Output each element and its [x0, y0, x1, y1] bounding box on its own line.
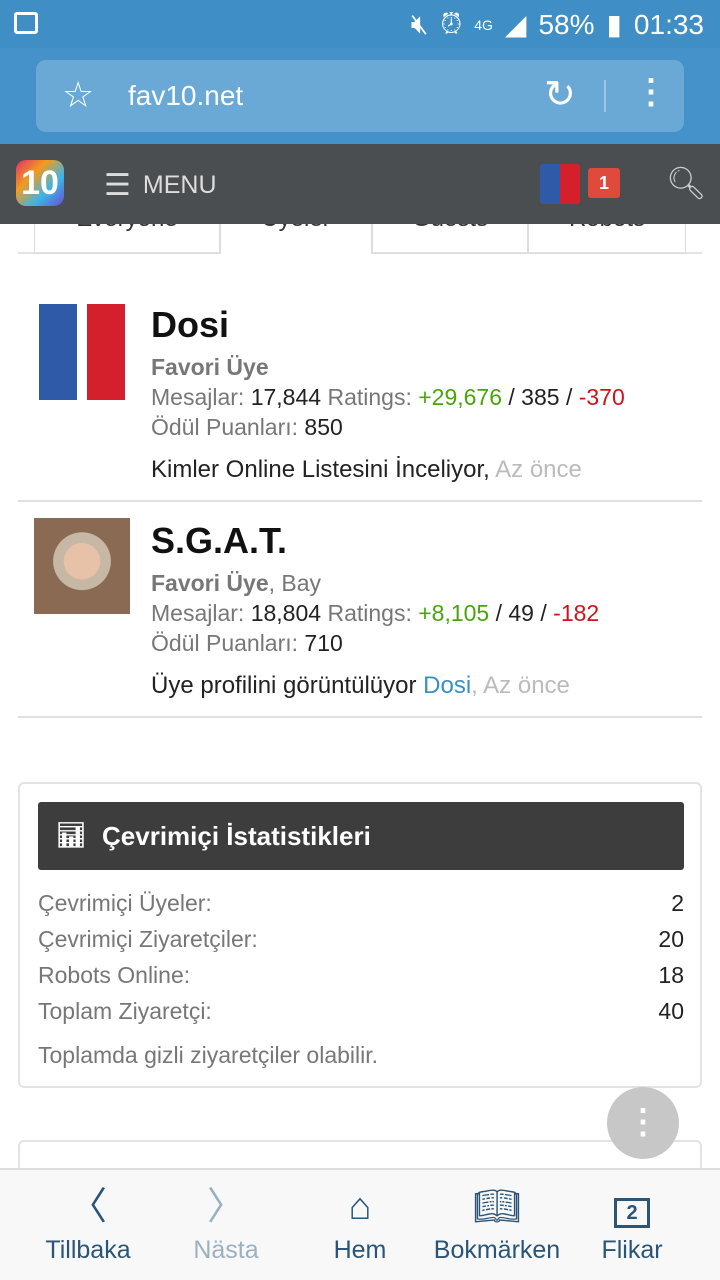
- stat-label: Robots Online:: [38, 962, 191, 988]
- floating-more-button[interactable]: ⋮: [607, 1087, 679, 1159]
- site-navbar: 10 ☰ MENU 1 🔍︎: [0, 144, 720, 224]
- member-name[interactable]: S.G.A.T.: [151, 520, 288, 561]
- search-icon[interactable]: 🔍︎: [666, 165, 707, 201]
- member-activity: Kimler Online Listesini İnceliyor, Az ön…: [151, 456, 582, 484]
- messages-label: Mesajlar:: [151, 384, 245, 410]
- member-stats: Mesajlar: 17,844 Ratings: +29,676 / 385 …: [151, 384, 625, 410]
- member-rank: Favori Üye, Bay: [151, 570, 321, 597]
- battery-percent: 58%: [538, 8, 595, 40]
- back-button[interactable]: 〈 Tillbaka: [28, 1170, 148, 1265]
- signal-icon: ◢: [504, 9, 527, 40]
- tabs-button[interactable]: 2 Flikar: [588, 1170, 676, 1265]
- battery-icon: ▮: [606, 9, 622, 40]
- member-stats: Mesajlar: 18,804 Ratings: +8,105 / 49 / …: [151, 600, 600, 626]
- points-value: 850: [304, 414, 343, 440]
- stat-label: Çevrimiçi Ziyaretçiler:: [38, 926, 258, 952]
- member-avatar[interactable]: [34, 518, 130, 614]
- messages-count: 17,844: [250, 384, 322, 410]
- stat-value: 18: [658, 962, 684, 988]
- stats-note: Toplamda gizli ziyaretçiler olabilir.: [38, 1042, 379, 1068]
- alarm-icon: ⏰︎: [440, 8, 463, 39]
- ratings-neutral: 385: [521, 384, 560, 410]
- tabs-icon: 2: [588, 1170, 676, 1236]
- bar-chart-icon: 📊︎: [56, 822, 87, 849]
- gallery-icon: [14, 12, 38, 34]
- stat-value: 40: [658, 998, 684, 1024]
- notification-badge[interactable]: 1: [588, 168, 620, 198]
- member-item: Dosi Favori Üye Mesajlar: 17,844 Ratings…: [18, 284, 702, 502]
- member-rank: Favori Üye: [151, 354, 269, 381]
- activity-time: Az önce: [495, 456, 582, 483]
- forward-button[interactable]: 〉 Nästa: [166, 1170, 286, 1265]
- url-text[interactable]: fav10.net: [128, 80, 244, 111]
- user-avatar[interactable]: [540, 164, 580, 204]
- member-points: Ödül Puanları: 850: [151, 414, 343, 441]
- activity-text: Üye profilini görüntülüyor: [151, 672, 417, 699]
- site-logo[interactable]: 10: [16, 160, 64, 206]
- tab-count: 2: [614, 1198, 650, 1228]
- activity-time: Az önce: [483, 672, 570, 699]
- bookmarks-button[interactable]: 📖︎ Bokmärken: [426, 1170, 568, 1265]
- stats-row: Toplam Ziyaretçi: 40: [38, 998, 684, 1025]
- hamburger-icon: ☰: [104, 169, 131, 202]
- stats-header: 📊︎ Çevrimiçi İstatistikleri: [38, 802, 684, 870]
- rank-extra: , Bay: [268, 570, 322, 596]
- messages-count: 18,804: [250, 600, 322, 626]
- forward-label: Nästa: [193, 1236, 259, 1264]
- mute-icon: 🔇︎: [410, 8, 429, 39]
- member-points: Ödül Puanları: 710: [151, 630, 343, 657]
- rank-text: Favori Üye: [151, 570, 269, 596]
- activity-link[interactable]: Dosi: [423, 672, 472, 699]
- address-bar[interactable]: ☆ fav10.net ↻ ⋮: [36, 60, 684, 132]
- online-stats-panel: 📊︎ Çevrimiçi İstatistikleri Çevrimiçi Üye…: [18, 782, 702, 1088]
- member-name[interactable]: Dosi: [151, 304, 230, 345]
- home-label: Hem: [333, 1236, 387, 1264]
- ratings-positive: +8,105: [418, 600, 490, 626]
- points-label: Ödül Puanları:: [151, 630, 299, 656]
- ratings-negative: -182: [553, 600, 600, 626]
- rank-text: Favori Üye: [151, 354, 269, 380]
- menu-label: MENU: [142, 171, 217, 199]
- book-icon: 📖︎: [472, 1186, 522, 1228]
- stat-label: Toplam Ziyaretçi:: [38, 998, 212, 1024]
- divider: [604, 80, 606, 112]
- browser-bottom-bar: 〈 Tillbaka 〉 Nästa ⌂ Hem 📖︎ Bokmärken 2 Flika…: [0, 1168, 720, 1280]
- stats-row: Çevrimiçi Ziyaretçiler: 20: [38, 926, 684, 953]
- points-value: 710: [304, 630, 343, 656]
- member-activity: Üye profilini görüntülüyor Dosi, Az önce: [151, 672, 570, 699]
- status-bar: 🔇︎ ⏰︎ 4G ◢ 58% ▮ 01:33: [0, 0, 720, 48]
- browser-toolbar: ☆ fav10.net ↻ ⋮: [0, 48, 720, 144]
- ratings-label: Ratings:: [327, 384, 412, 410]
- home-icon: ⌂: [348, 1186, 372, 1228]
- ratings-neutral: 49: [508, 600, 534, 626]
- stats-row: Çevrimiçi Üyeler: 2: [38, 890, 684, 917]
- member-item: S.G.A.T. Favori Üye, Bay Mesajlar: 18,80…: [18, 502, 702, 718]
- back-label: Tillbaka: [45, 1236, 131, 1264]
- chevron-right-icon: 〉: [206, 1186, 245, 1228]
- bookmarks-label: Bokmärken: [433, 1236, 561, 1264]
- member-avatar[interactable]: [34, 304, 130, 400]
- stat-value: 2: [671, 890, 684, 916]
- activity-text: Kimler Online Listesini İnceliyor,: [151, 456, 490, 483]
- star-icon[interactable]: ☆: [62, 74, 95, 115]
- more-vert-icon[interactable]: ⋮: [634, 73, 668, 111]
- stats-title: Çevrimiçi İstatistikleri: [102, 821, 371, 851]
- reload-icon[interactable]: ↻: [544, 74, 576, 116]
- messages-label: Mesajlar:: [151, 600, 245, 626]
- points-label: Ödül Puanları:: [151, 414, 299, 440]
- clock: 01:33: [633, 8, 704, 40]
- stat-label: Çevrimiçi Üyeler:: [38, 890, 212, 916]
- stat-value: 20: [658, 926, 684, 952]
- network-label: 4G: [474, 16, 493, 33]
- ratings-label: Ratings:: [327, 600, 412, 626]
- ratings-positive: +29,676: [418, 384, 502, 410]
- chevron-left-icon: 〈: [68, 1186, 107, 1228]
- ratings-negative: -370: [578, 384, 625, 410]
- menu-button[interactable]: ☰ MENU: [104, 168, 217, 203]
- stats-row: Robots Online: 18: [38, 962, 684, 989]
- home-button[interactable]: ⌂ Hem: [310, 1170, 410, 1265]
- tabs-label: Flikar: [601, 1236, 663, 1264]
